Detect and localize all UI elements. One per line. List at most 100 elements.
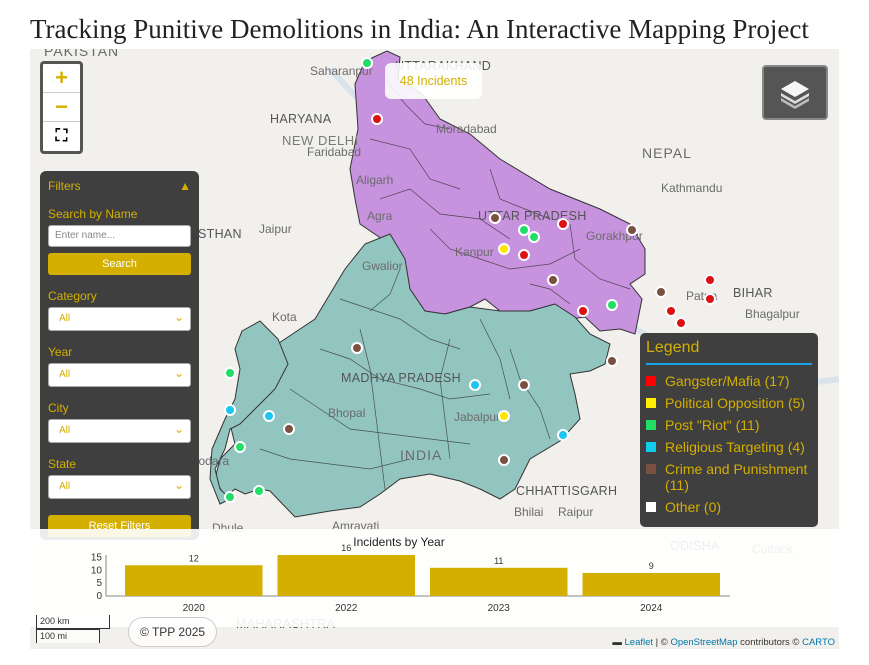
city-label: City	[48, 401, 69, 415]
place-label: Agra	[367, 209, 393, 223]
legend-swatch	[646, 420, 656, 430]
incident-marker[interactable]	[606, 298, 619, 311]
carto-link[interactable]: CARTO	[802, 637, 835, 648]
chart-bar[interactable]	[277, 555, 416, 596]
incident-marker[interactable]	[371, 112, 383, 125]
incident-marker[interactable]	[263, 410, 276, 423]
scale-mi: 100 mi	[36, 629, 100, 643]
incident-marker[interactable]	[224, 404, 236, 417]
legend-label: Political Opposition (5)	[665, 395, 806, 411]
zoom-in-button[interactable]: +	[43, 64, 80, 93]
attribution-sep: | ©	[653, 637, 671, 648]
legend-swatch	[646, 376, 656, 386]
incident-marker[interactable]	[469, 379, 481, 392]
place-label: BIHAR	[733, 286, 773, 300]
year-select[interactable]: All ⌄	[48, 363, 191, 387]
filters-header[interactable]: Filters ▲	[48, 179, 191, 193]
zoom-out-button[interactable]: −	[43, 93, 80, 122]
incident-marker[interactable]	[557, 218, 570, 231]
fullscreen-button[interactable]: ⛶	[55, 126, 68, 145]
incident-marker[interactable]	[253, 484, 266, 497]
place-label: NEW DELHI	[282, 133, 359, 148]
legend-title: Legend	[646, 339, 812, 365]
filters-title: Filters	[48, 179, 81, 193]
incident-marker[interactable]	[233, 441, 246, 454]
osm-link[interactable]: OpenStreetMap	[670, 637, 738, 648]
city-select[interactable]: All ⌄	[48, 419, 191, 443]
legend-item: Religious Targeting (4)	[646, 439, 812, 455]
y-tick-label: 10	[91, 565, 103, 576]
incident-marker[interactable]	[527, 230, 540, 243]
incident-marker[interactable]	[224, 491, 236, 503]
incident-marker[interactable]	[547, 274, 560, 286]
incident-marker[interactable]	[498, 410, 511, 423]
category-value: All	[59, 313, 71, 324]
place-label: Kanpur	[455, 245, 494, 259]
category-label: Category	[48, 289, 97, 303]
incident-marker[interactable]	[557, 429, 570, 441]
chart-bar[interactable]	[125, 565, 263, 596]
incident-marker[interactable]	[488, 212, 501, 224]
place-label: HARYANA	[270, 112, 332, 126]
incident-marker[interactable]	[665, 305, 677, 317]
legend-label: Other (0)	[665, 499, 722, 515]
place-label: Gwalior	[362, 259, 403, 273]
incident-marker[interactable]	[704, 274, 717, 286]
incident-marker[interactable]	[518, 249, 530, 262]
map-container[interactable]: PAKISTANSaharanpurUTTARAKHANDHARYANANEW …	[30, 49, 839, 649]
legend-label: Crime and Punishment (11)	[665, 461, 808, 493]
y-tick-label: 5	[96, 578, 102, 589]
layers-button[interactable]	[762, 65, 828, 120]
incident-marker[interactable]	[351, 342, 364, 355]
chart-bar[interactable]	[582, 572, 721, 596]
incident-marker[interactable]	[606, 354, 619, 367]
y-tick-label: 0	[96, 591, 102, 602]
incident-marker[interactable]	[361, 57, 374, 69]
incident-marker[interactable]	[498, 453, 511, 466]
place-label: Raipur	[558, 505, 594, 519]
city-value: All	[59, 425, 71, 436]
legend-panel: Legend Gangster/Mafia (17) Political Oppo…	[640, 333, 818, 527]
chart-bar[interactable]	[430, 567, 568, 596]
category-select[interactable]: All ⌄	[48, 307, 191, 331]
incident-marker[interactable]	[655, 286, 668, 299]
legend-swatch	[646, 398, 656, 408]
chevron-down-icon: ⌄	[173, 478, 184, 492]
bar-value-label: 16	[341, 543, 351, 553]
search-label: Search by Name	[48, 207, 138, 221]
place-label: Jabalpur	[454, 410, 501, 424]
place-label: NEPAL	[642, 145, 692, 161]
incident-marker[interactable]	[282, 422, 295, 435]
incident-marker[interactable]	[704, 292, 717, 305]
x-tick-label: 2023	[488, 603, 511, 614]
incident-marker[interactable]	[224, 367, 236, 379]
search-input[interactable]: Enter name...	[48, 225, 191, 247]
chart-bars: 12 2020 16 2022 11 2023 9 2024	[125, 543, 720, 614]
incident-marker[interactable]	[674, 317, 687, 330]
zoom-control[interactable]: + − ⛶	[40, 61, 83, 154]
place-label: PAKISTAN	[44, 49, 120, 59]
scale-km: 200 km	[36, 615, 110, 629]
layers-icon	[781, 81, 809, 109]
chevron-down-icon: ⌄	[173, 422, 184, 436]
legend-swatch	[646, 502, 656, 512]
incident-marker[interactable]	[518, 379, 530, 392]
incident-marker[interactable]	[498, 243, 511, 255]
leaflet-link[interactable]: Leaflet	[624, 637, 654, 648]
map-base	[209, 50, 839, 518]
place-label: Saharanpur	[310, 64, 373, 78]
incident-marker[interactable]	[518, 224, 530, 237]
place-label: MADHYA PRADESH	[341, 371, 461, 385]
attribution-mid: contributors ©	[737, 637, 803, 648]
state-select[interactable]: All ⌄	[48, 475, 191, 499]
incident-marker[interactable]	[625, 224, 638, 237]
collapse-triangle-icon[interactable]: ▲	[179, 179, 191, 193]
legend-item: Crime and Punishment (11)	[646, 461, 812, 493]
search-button[interactable]: Search	[48, 253, 191, 275]
x-tick-label: 2020	[183, 603, 206, 614]
place-label: INDIA	[400, 447, 443, 463]
incident-marker[interactable]	[576, 305, 589, 317]
district-lines	[259, 78, 631, 490]
filters-panel: Filters ▲ Search by Name Enter name... S…	[40, 171, 199, 540]
chevron-down-icon: ⌄	[173, 366, 184, 380]
